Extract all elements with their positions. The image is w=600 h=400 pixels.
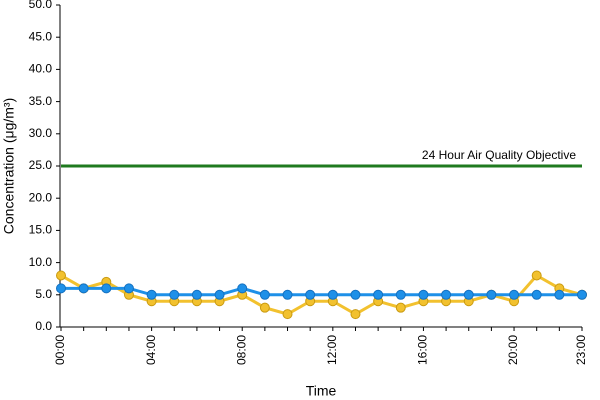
data-point <box>531 270 542 281</box>
data-point <box>509 289 520 300</box>
y-tick-label: 35.0 <box>29 94 53 108</box>
y-tick-label: 0.0 <box>35 319 52 333</box>
reference-label: 24 Hour Air Quality Objective <box>422 148 576 162</box>
y-tick-label: 5.0 <box>35 287 52 301</box>
data-point <box>395 289 406 300</box>
x-tick-label: 08:00 <box>234 335 248 365</box>
x-tick-label: 23:00 <box>574 335 588 365</box>
data-point <box>486 289 497 300</box>
data-point <box>531 289 542 300</box>
data-point <box>56 283 66 294</box>
data-point <box>305 289 316 300</box>
data-point <box>237 283 248 294</box>
data-point <box>373 289 384 300</box>
y-tick-label: 50.0 <box>29 0 53 11</box>
data-point <box>123 283 134 294</box>
y-tick-label: 20.0 <box>29 190 53 204</box>
data-point <box>350 309 361 320</box>
y-tick-label: 10.0 <box>29 255 53 269</box>
data-point <box>350 289 361 300</box>
data-point <box>554 289 565 300</box>
data-point <box>146 289 157 300</box>
data-point <box>101 283 112 294</box>
data-point <box>169 289 180 300</box>
x-tick-label: 04:00 <box>144 335 158 365</box>
x-tick-label: 20:00 <box>506 335 520 365</box>
data-point <box>395 302 406 313</box>
data-point <box>56 270 66 281</box>
data-point <box>418 289 429 300</box>
y-tick-label: 30.0 <box>29 126 53 140</box>
y-tick-label: 45.0 <box>29 29 53 43</box>
data-point <box>282 309 293 320</box>
data-point <box>463 289 474 300</box>
data-point <box>282 289 293 300</box>
data-point <box>327 289 338 300</box>
data-point <box>577 289 587 300</box>
y-tick-label: 40.0 <box>29 62 53 76</box>
x-tick-label: 16:00 <box>416 335 430 365</box>
data-point <box>78 283 89 294</box>
data-point <box>259 289 270 300</box>
data-point <box>259 302 270 313</box>
x-tick-label: 00:00 <box>53 335 67 365</box>
data-point <box>191 289 202 300</box>
series-line <box>61 286 582 297</box>
y-axis-title: Concentration (μg/m³) <box>1 98 17 234</box>
y-tick-label: 25.0 <box>29 158 53 172</box>
x-tick-label: 12:00 <box>325 335 339 365</box>
x-axis-title: Time <box>306 383 337 399</box>
data-point <box>214 289 225 300</box>
data-point <box>441 289 452 300</box>
y-tick-label: 15.0 <box>29 223 53 237</box>
